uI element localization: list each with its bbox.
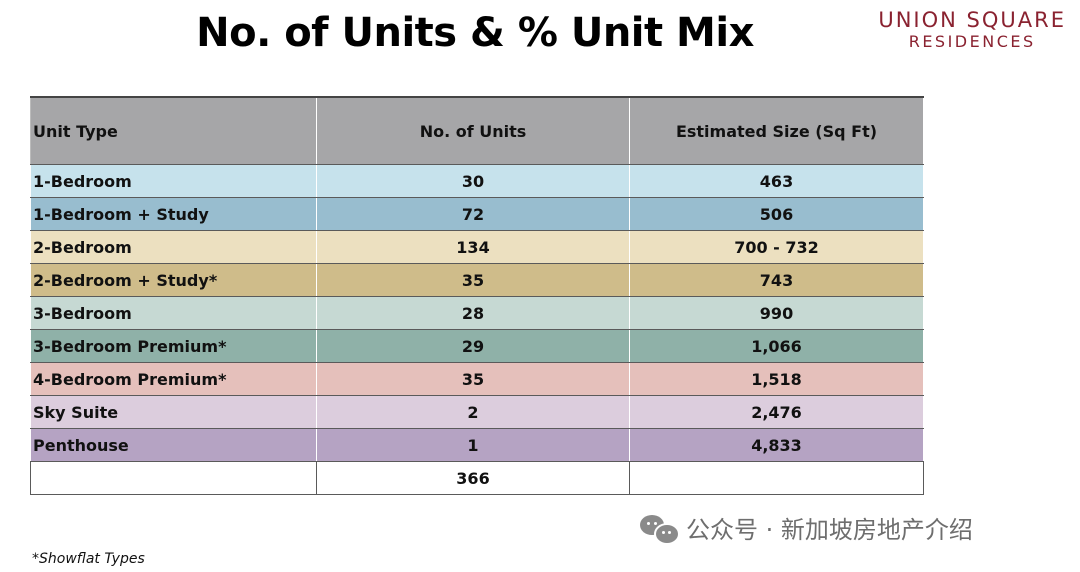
brand-line-1: UNION SQUARE: [878, 8, 1066, 32]
table-row: 3-Bedroom 28 990: [30, 296, 924, 330]
cell-unit-type: 1-Bedroom + Study: [30, 197, 317, 231]
table-row: 2-Bedroom 134 700 - 732: [30, 230, 924, 264]
cell-total-units: 366: [316, 461, 630, 495]
table-total-row: 366: [30, 461, 924, 495]
cell-unit-type: Penthouse: [30, 428, 317, 462]
brand-logo: UNION SQUARE RESIDENCES: [878, 8, 1066, 52]
page-title: No. of Units & % Unit Mix: [196, 10, 754, 56]
cell-size: 4,833: [629, 428, 924, 462]
table-row: 1-Bedroom + Study 72 506: [30, 197, 924, 231]
cell-units: 1: [316, 428, 630, 462]
cell-size: 990: [629, 296, 924, 330]
table-row: 1-Bedroom 30 463: [30, 164, 924, 198]
cell-units: 35: [316, 263, 630, 297]
cell-unit-type: 3-Bedroom: [30, 296, 317, 330]
footnote: *Showflat Types: [32, 551, 145, 567]
cell-units: 72: [316, 197, 630, 231]
cell-units: 29: [316, 329, 630, 363]
cell-unit-type: 4-Bedroom Premium*: [30, 362, 317, 396]
cell-size: 1,518: [629, 362, 924, 396]
brand-line-2: RESIDENCES: [908, 32, 1036, 51]
table-row: 3-Bedroom Premium* 29 1,066: [30, 329, 924, 363]
table-row: 2-Bedroom + Study* 35 743: [30, 263, 924, 297]
cell-unit-type: 1-Bedroom: [30, 164, 317, 198]
header-estimated-size: Estimated Size (Sq Ft): [629, 96, 924, 165]
cell-unit-type: 2-Bedroom + Study*: [30, 263, 317, 297]
unit-mix-table: Unit Type No. of Units Estimated Size (S…: [30, 96, 924, 495]
cell-units: 134: [316, 230, 630, 264]
watermark-text: 公众号 · 新加坡房地产介绍: [686, 516, 973, 544]
cell-total-label: [30, 461, 317, 495]
cell-size: 2,476: [629, 395, 924, 429]
cell-size: 743: [629, 263, 924, 297]
header-no-of-units: No. of Units: [316, 96, 630, 165]
watermark: 公众号 · 新加坡房地产介绍: [640, 510, 973, 545]
wechat-icon: [640, 513, 680, 545]
cell-units: 30: [316, 164, 630, 198]
cell-units: 2: [316, 395, 630, 429]
table-row: Sky Suite 2 2,476: [30, 395, 924, 429]
cell-unit-type: Sky Suite: [30, 395, 317, 429]
table-row: 4-Bedroom Premium* 35 1,518: [30, 362, 924, 396]
cell-units: 35: [316, 362, 630, 396]
cell-unit-type: 3-Bedroom Premium*: [30, 329, 317, 363]
cell-unit-type: 2-Bedroom: [30, 230, 317, 264]
cell-size: 506: [629, 197, 924, 231]
cell-units: 28: [316, 296, 630, 330]
header-unit-type: Unit Type: [30, 96, 317, 165]
table-row: Penthouse 1 4,833: [30, 428, 924, 462]
cell-total-size: [629, 461, 924, 495]
cell-size: 463: [629, 164, 924, 198]
table-header-row: Unit Type No. of Units Estimated Size (S…: [30, 96, 924, 165]
cell-size: 700 - 732: [629, 230, 924, 264]
cell-size: 1,066: [629, 329, 924, 363]
